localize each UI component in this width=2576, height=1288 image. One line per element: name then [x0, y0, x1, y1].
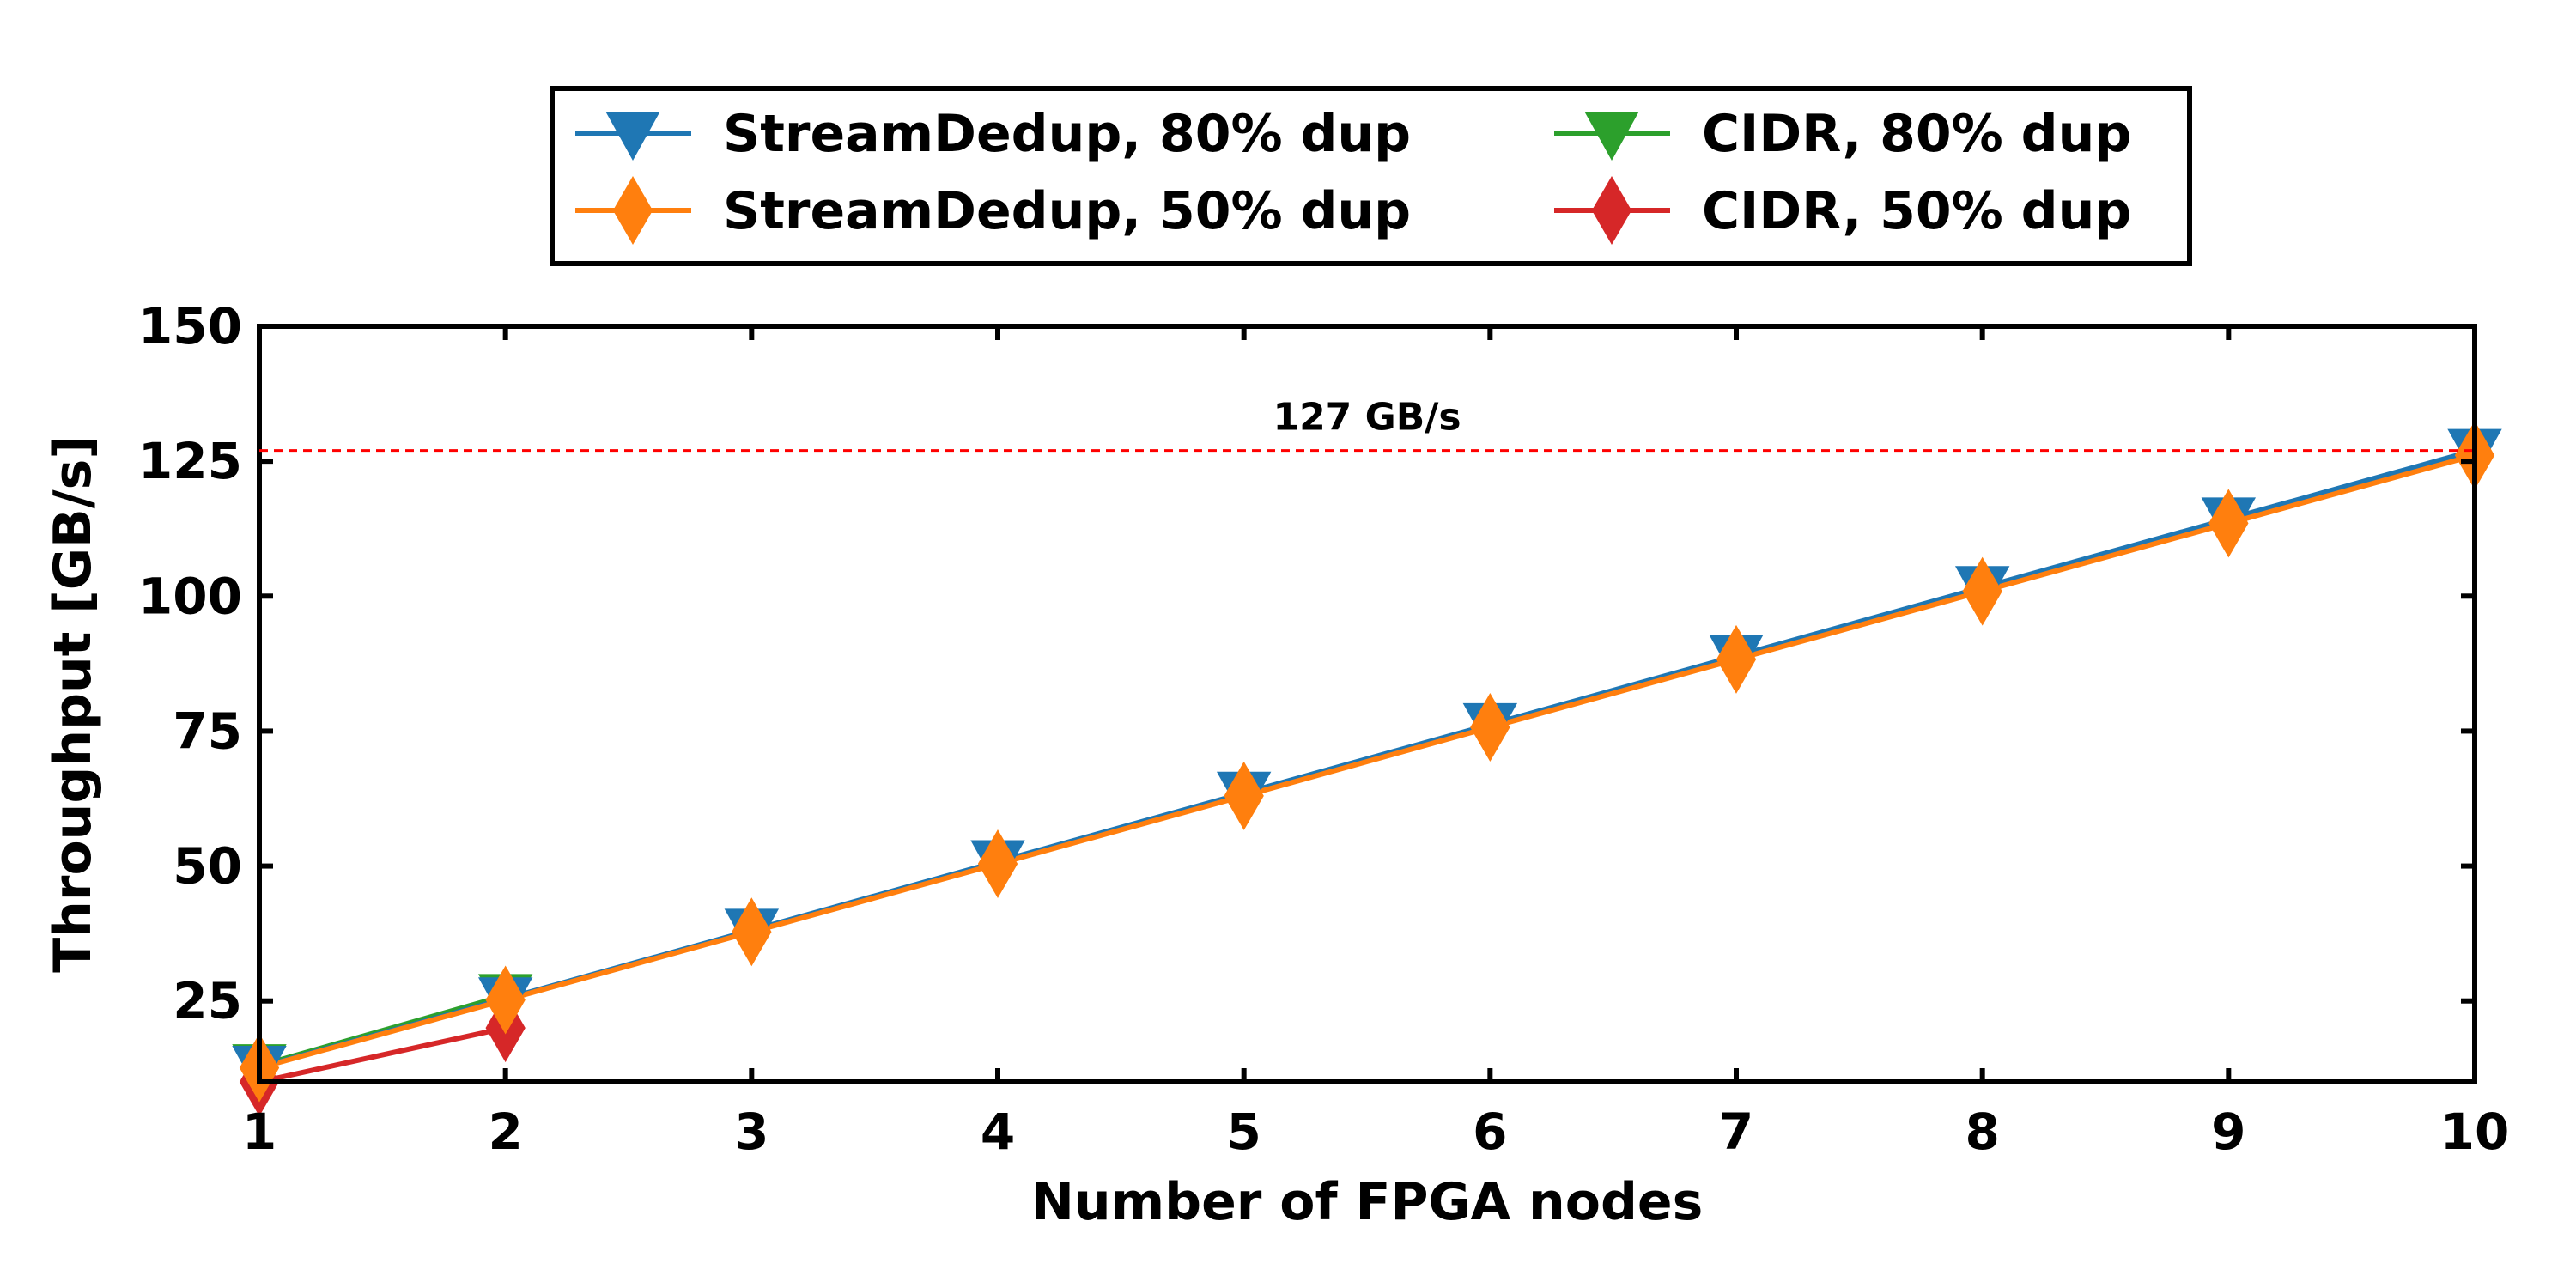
plot-lines — [258, 447, 2476, 1084]
legend-frame — [550, 86, 2192, 266]
legend-label: StreamDedup, 50% dup — [723, 181, 1411, 241]
x-tick-label: 4 — [981, 1103, 1015, 1161]
x-tick-label: 9 — [2211, 1103, 2245, 1161]
legend-label: CIDR, 80% dup — [1702, 104, 2131, 164]
series-line — [258, 1025, 507, 1084]
data-point — [1716, 624, 1757, 694]
legend-marker — [1591, 176, 1632, 245]
series-line — [258, 453, 2476, 1071]
y-axis-title: Throughput [GB/s] — [43, 435, 103, 973]
y-tick-label: 100 — [138, 567, 242, 625]
x-tick-label: 7 — [1719, 1103, 1753, 1161]
legend-marker — [1584, 112, 1639, 161]
x-tick-label: 5 — [1226, 1103, 1261, 1161]
y-tick-label: 50 — [173, 837, 242, 896]
legend: StreamDedup, 80% dup StreamDedup, 50% dup… — [550, 86, 2192, 266]
plot-markers — [232, 421, 2502, 1116]
data-point — [977, 829, 1018, 899]
x-tick-label: 10 — [2440, 1103, 2510, 1161]
plot-frame — [257, 324, 2477, 1084]
y-tick-label: 150 — [138, 297, 242, 355]
x-axis-title: Number of FPGA nodes — [1031, 1172, 1704, 1232]
legend-marker — [612, 176, 653, 245]
x-tick-label: 6 — [1473, 1103, 1507, 1161]
legend-label: CIDR, 50% dup — [1702, 181, 2131, 241]
axis-ticks: 1 2 3 4 5 6 7 8 9 10 25 50 75 100 125 150 — [138, 297, 2509, 1161]
data-point — [732, 897, 772, 967]
data-point — [2208, 489, 2249, 558]
data-point — [1470, 693, 1510, 762]
reference-line-group: 127 GB/s — [259, 396, 2475, 453]
y-tick-label: 25 — [173, 972, 242, 1030]
y-tick-label: 125 — [138, 432, 242, 490]
legend-marker — [605, 112, 660, 161]
x-tick-label: 3 — [734, 1103, 769, 1161]
legend-label: StreamDedup, 80% dup — [723, 104, 1411, 164]
data-point — [1224, 761, 1264, 830]
reference-line-label: 127 GB/s — [1273, 396, 1461, 440]
data-point — [485, 965, 526, 1035]
x-tick-label: 1 — [242, 1103, 276, 1161]
x-tick-label: 8 — [1965, 1103, 1999, 1161]
x-tick-label: 2 — [488, 1103, 522, 1161]
y-tick-label: 75 — [173, 702, 242, 760]
data-point — [1962, 556, 2002, 626]
